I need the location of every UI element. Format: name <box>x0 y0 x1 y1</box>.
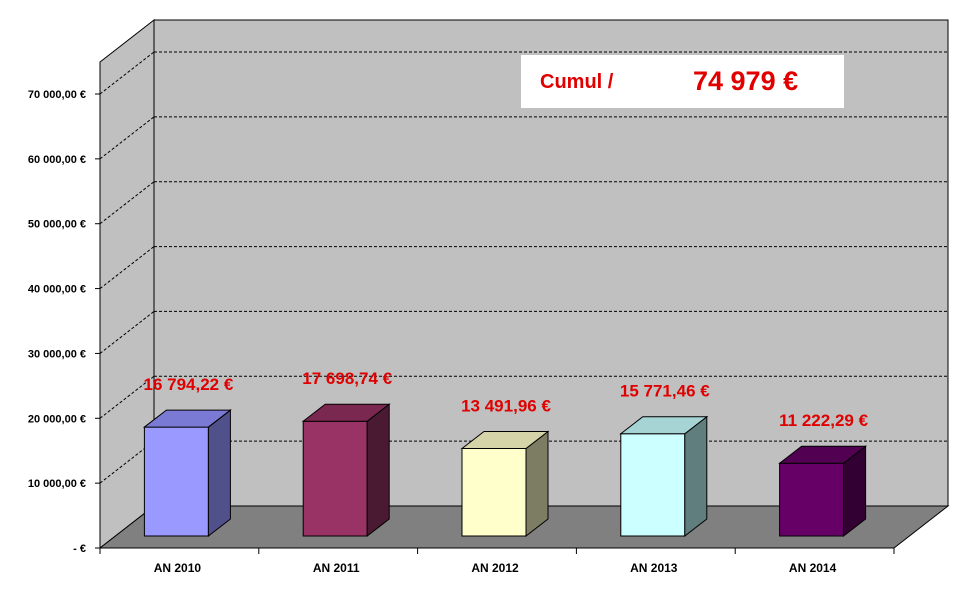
y-tick-label: 30 000,00 € <box>28 348 86 360</box>
gridlines <box>99 51 948 484</box>
gridline-side <box>99 375 155 419</box>
y-tick-label: 50 000,00 € <box>28 219 86 231</box>
gridline-side <box>99 181 155 225</box>
y-tick-label: - € <box>73 543 86 555</box>
gridline-side <box>99 51 155 95</box>
bar <box>778 445 868 538</box>
y-axis: - € 10 000,00 € 20 000,00 € 30 000,00 € 40 0… <box>28 62 101 555</box>
bars <box>142 403 868 538</box>
bar-side <box>366 403 390 538</box>
bar-front <box>779 462 845 537</box>
data-label: 11 222,29 € <box>779 411 868 430</box>
bar-side <box>207 409 231 538</box>
cumulative-total-label: Cumul / <box>540 71 614 93</box>
x-axis: AN 2010 AN 2011 AN 2012 AN 2013 AN 2014 <box>99 547 895 575</box>
bar-top <box>619 416 709 435</box>
x-tick-label: AN 2014 <box>789 561 837 575</box>
bar-front <box>302 420 368 537</box>
cumulative-total-value: 74 979 € <box>693 66 799 96</box>
bar <box>619 415 709 538</box>
bar-front <box>143 426 209 537</box>
data-label: 16 794,22 € <box>143 375 233 394</box>
bar-front <box>461 447 527 537</box>
bar <box>460 430 550 538</box>
x-tick-label: AN 2013 <box>630 561 678 575</box>
bar-top <box>460 430 550 449</box>
bar-side <box>525 430 549 538</box>
data-labels: 16 794,22 € 17 698,74 € 13 491,96 € 15 771,… <box>143 369 868 430</box>
y-tick-label: 10 000,00 € <box>28 478 86 490</box>
gridline-side <box>99 311 155 354</box>
y-tick-label: 40 000,00 € <box>28 284 86 296</box>
x-tick-label: AN 2011 <box>313 561 360 575</box>
bar-top <box>142 409 232 428</box>
bar <box>142 409 232 538</box>
x-tick-label: AN 2010 <box>154 561 202 575</box>
bar-side <box>684 415 708 538</box>
bar <box>301 403 391 538</box>
gridline-side <box>99 246 155 289</box>
y-tick-label: 70 000,00 € <box>28 89 86 101</box>
bar-top <box>301 403 391 422</box>
data-label: 13 491,96 € <box>461 396 551 415</box>
y-tick-label: 20 000,00 € <box>28 413 86 425</box>
gridline-side <box>99 116 155 160</box>
y-tick-label: 60 000,00 € <box>28 154 86 166</box>
data-label: 17 698,74 € <box>302 369 392 388</box>
x-tick-label: AN 2012 <box>471 561 519 575</box>
data-label: 15 771,46 € <box>620 382 710 401</box>
bar-top <box>778 445 868 464</box>
bar-front <box>620 433 686 537</box>
cumulative-total-box: Cumul / 74 979 € <box>521 55 844 108</box>
